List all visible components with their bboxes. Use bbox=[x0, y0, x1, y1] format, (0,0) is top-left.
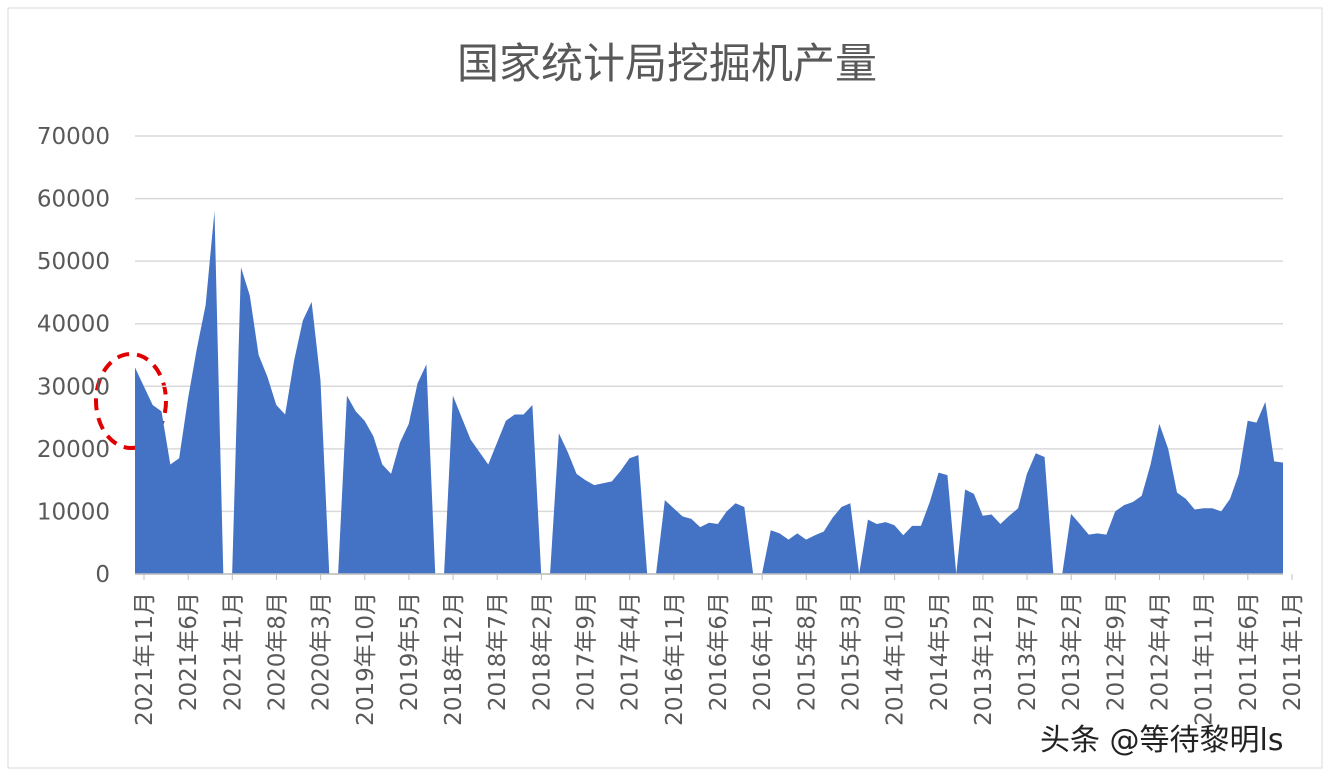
x-tick-label: 2011年11月 bbox=[1192, 592, 1218, 726]
y-tick-label: 10000 bbox=[37, 499, 110, 525]
x-tick-label: 2015年8月 bbox=[794, 592, 820, 711]
y-tick-label: 50000 bbox=[37, 249, 110, 275]
x-tick-label: 2018年2月 bbox=[529, 592, 555, 711]
x-tick-label: 2013年12月 bbox=[971, 592, 997, 726]
y-tick-label: 20000 bbox=[37, 437, 110, 463]
x-tick-label: 2021年6月 bbox=[176, 592, 202, 711]
x-tick-label: 2011年6月 bbox=[1236, 592, 1262, 711]
x-tick-label: 2016年6月 bbox=[706, 592, 732, 711]
watermark: 头条 @等待黎明ls bbox=[1040, 723, 1284, 758]
x-tick-label: 2015年3月 bbox=[838, 592, 864, 711]
chart-border bbox=[7, 7, 1323, 769]
y-tick-label: 40000 bbox=[37, 312, 110, 338]
x-tick-label: 2013年2月 bbox=[1059, 592, 1085, 711]
x-tick-label: 2014年5月 bbox=[927, 592, 953, 711]
x-tick-label: 2016年11月 bbox=[662, 592, 688, 726]
x-tick-label: 2018年12月 bbox=[441, 592, 467, 726]
x-tick-label: 2019年10月 bbox=[353, 592, 379, 726]
x-tick-label: 2020年8月 bbox=[264, 592, 290, 711]
x-tick-label: 2014年10月 bbox=[883, 592, 909, 726]
x-tick-label: 2017年4月 bbox=[618, 592, 644, 711]
y-tick-label: 70000 bbox=[37, 124, 110, 150]
x-tick-label: 2012年9月 bbox=[1103, 592, 1129, 711]
x-tick-label: 2018年7月 bbox=[485, 592, 511, 711]
chart-title: 国家统计局挖掘机产量 bbox=[457, 39, 877, 88]
x-tick-label: 2017年9月 bbox=[574, 592, 600, 711]
x-tick-label: 2011年1月 bbox=[1280, 592, 1306, 711]
x-tick-label: 2016年1月 bbox=[750, 592, 776, 711]
highlight-circle bbox=[94, 352, 168, 450]
x-tick-label: 2021年1月 bbox=[220, 592, 246, 711]
y-tick-label: 30000 bbox=[37, 374, 110, 400]
y-tick-label: 0 bbox=[95, 562, 110, 588]
x-tick-label: 2021年11月 bbox=[132, 592, 158, 726]
area bbox=[135, 211, 1283, 575]
x-tick-label: 2020年3月 bbox=[309, 592, 335, 711]
x-tick-label: 2013年7月 bbox=[1015, 592, 1041, 711]
x-tick-label: 2012年4月 bbox=[1148, 592, 1174, 711]
x-tick-label: 2019年5月 bbox=[397, 592, 423, 711]
y-tick-label: 60000 bbox=[37, 187, 110, 213]
